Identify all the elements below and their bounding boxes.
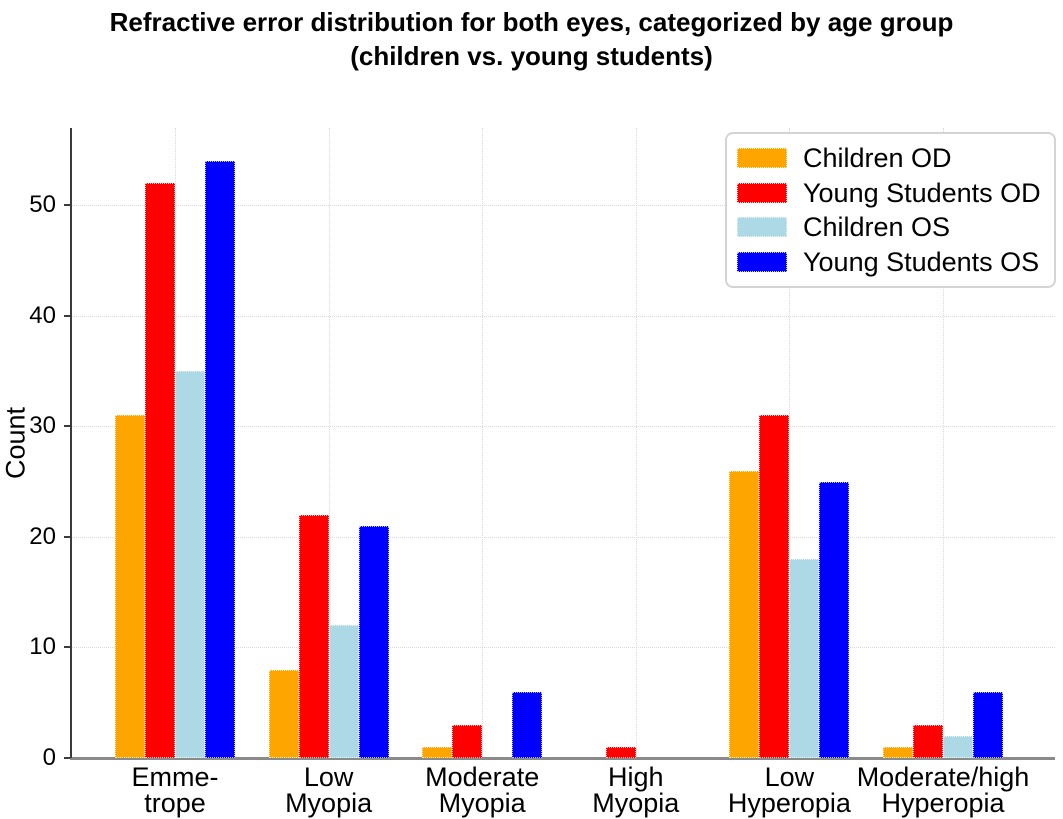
legend-label: Children OD bbox=[803, 143, 952, 174]
legend-swatch bbox=[737, 148, 787, 169]
bar bbox=[145, 183, 175, 758]
gridline-horizontal bbox=[72, 426, 1055, 428]
gridline-vertical bbox=[789, 128, 791, 758]
bar bbox=[358, 525, 389, 758]
gridline-vertical bbox=[482, 128, 484, 758]
legend-label: Young Students OD bbox=[803, 177, 1041, 208]
y-tick-mark bbox=[64, 204, 70, 207]
bar bbox=[452, 724, 483, 758]
legend-swatch bbox=[737, 251, 787, 272]
gridline-vertical bbox=[328, 128, 330, 758]
y-tick-mark bbox=[64, 535, 70, 538]
bar bbox=[268, 669, 299, 758]
x-tick-label: Moderate Myopia bbox=[425, 762, 540, 818]
gridline-horizontal bbox=[72, 315, 1055, 317]
bar bbox=[729, 470, 760, 758]
bar bbox=[512, 691, 543, 758]
x-tick-label: Emme- trope bbox=[131, 762, 219, 818]
gridline-horizontal bbox=[72, 647, 1055, 649]
y-axis-spine bbox=[70, 128, 72, 758]
y-tick-label: 20 bbox=[29, 522, 56, 550]
chart-title: Refractive error distribution for both e… bbox=[109, 7, 954, 71]
bar bbox=[883, 746, 913, 758]
bar bbox=[819, 481, 850, 758]
y-tick-label: 50 bbox=[29, 191, 56, 219]
y-tick-label: 10 bbox=[29, 633, 56, 661]
gridline-horizontal bbox=[72, 205, 1055, 207]
bar bbox=[605, 746, 636, 758]
y-tick-label: 0 bbox=[42, 744, 56, 771]
bar bbox=[298, 514, 329, 758]
legend-item: Young Students OD bbox=[737, 179, 1044, 207]
bar bbox=[328, 625, 359, 758]
y-tick-mark bbox=[64, 425, 70, 428]
bar bbox=[973, 691, 1003, 758]
bar bbox=[205, 161, 235, 758]
gridline-vertical bbox=[635, 128, 637, 758]
legend-label: Young Students OS bbox=[803, 246, 1040, 277]
bar bbox=[913, 724, 943, 758]
y-tick-mark bbox=[64, 757, 70, 759]
bar bbox=[789, 559, 820, 758]
legend-item: Young Students OS bbox=[737, 248, 1044, 276]
x-axis-spine bbox=[70, 757, 1055, 760]
x-tick-label: Low Hyperopia bbox=[727, 762, 851, 818]
x-tick-label: High Myopia bbox=[592, 762, 680, 818]
legend-item: Children OD bbox=[737, 144, 1044, 172]
bar bbox=[759, 415, 790, 758]
bar bbox=[175, 371, 205, 758]
bar bbox=[422, 746, 453, 758]
y-tick-label: 30 bbox=[29, 412, 56, 440]
gridline-vertical bbox=[943, 128, 944, 758]
bar bbox=[115, 415, 145, 758]
x-tick-label: Moderate/high Hyperopia bbox=[856, 762, 1030, 818]
legend: Children OD Young Students OD Children OS Y… bbox=[725, 132, 1056, 288]
legend-label: Children OS bbox=[803, 212, 951, 243]
legend-swatch bbox=[737, 182, 787, 203]
y-tick-mark bbox=[64, 646, 70, 649]
plot-area: 0 10 20 30 40 50 Emme- trope Low Myopia Moderate… bbox=[29, 128, 1055, 817]
legend-item: Children OS bbox=[737, 213, 1044, 241]
legend-swatch bbox=[737, 217, 787, 238]
x-tick-label: Low Myopia bbox=[285, 762, 373, 818]
y-tick-label: 40 bbox=[29, 301, 56, 329]
gridline-horizontal bbox=[72, 536, 1055, 538]
bar bbox=[943, 735, 973, 758]
y-tick-mark bbox=[64, 314, 70, 317]
